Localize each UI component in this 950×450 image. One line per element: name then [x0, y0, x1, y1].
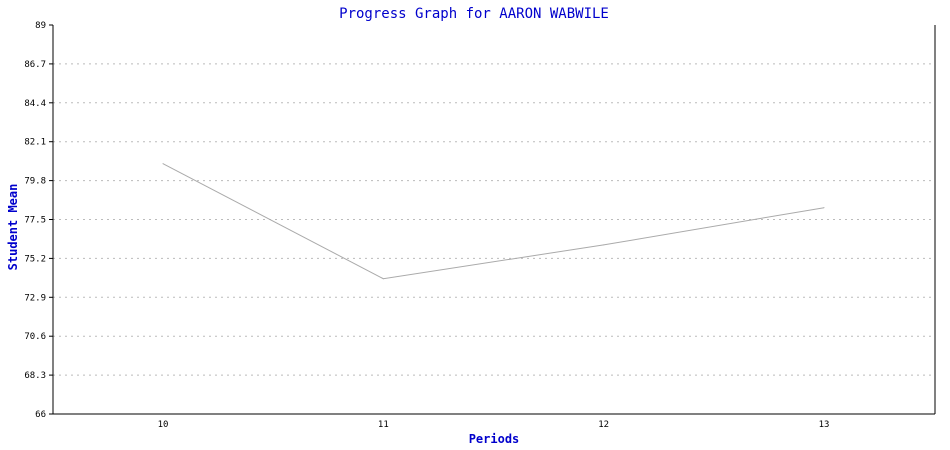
data-point: [603, 244, 605, 246]
y-tick-label: 70.6: [24, 332, 46, 342]
y-tick-label: 86.7: [24, 60, 46, 70]
x-tick-label: 12: [598, 420, 609, 430]
axes: [49, 24, 936, 415]
y-tick-label: 82.1: [24, 138, 46, 148]
x-tick-label: 11: [378, 420, 389, 430]
x-axis-label: Periods: [469, 432, 520, 446]
y-tick-label: 72.9: [24, 293, 46, 303]
data-point: [823, 207, 825, 209]
y-axis-label: Student Mean: [6, 184, 20, 271]
x-tick-label: 13: [819, 420, 830, 430]
data-point: [382, 278, 384, 280]
x-tick-label: 10: [158, 420, 169, 430]
y-tick-label: 77.5: [24, 216, 46, 226]
chart-title: Progress Graph for AARON WABWILE: [339, 6, 609, 22]
tick-labels: 66 68.3 70.6 72.9 75.2 77.5 79.8 82.1 84.4 86.7 89…: [24, 21, 829, 430]
series-lines: [162, 163, 825, 280]
y-tick-label: 79.8: [24, 177, 46, 187]
y-tick-label: 68.3: [24, 371, 46, 381]
y-tick-label: 66: [35, 410, 46, 420]
y-tick-label: 84.4: [24, 99, 46, 109]
grid-lines: [53, 63, 935, 376]
series-line: [162, 163, 825, 280]
data-point: [162, 163, 164, 165]
y-tick-label: 89: [35, 21, 46, 31]
y-tick-label: 75.2: [24, 254, 46, 264]
